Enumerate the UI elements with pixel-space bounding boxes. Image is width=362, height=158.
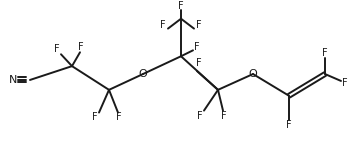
Text: F: F [160, 20, 166, 30]
Text: F: F [196, 20, 202, 30]
Text: F: F [178, 1, 184, 11]
Text: F: F [116, 112, 122, 122]
Text: F: F [92, 112, 98, 122]
Text: F: F [322, 48, 328, 58]
Text: O: O [249, 69, 257, 79]
Text: F: F [54, 44, 60, 54]
Text: F: F [342, 78, 348, 88]
Text: F: F [78, 42, 84, 52]
Text: F: F [197, 111, 203, 121]
Text: F: F [221, 111, 227, 121]
Text: N: N [9, 75, 17, 85]
Text: F: F [286, 120, 292, 130]
Text: O: O [139, 69, 147, 79]
Text: F: F [196, 58, 202, 68]
Text: F: F [194, 42, 200, 52]
